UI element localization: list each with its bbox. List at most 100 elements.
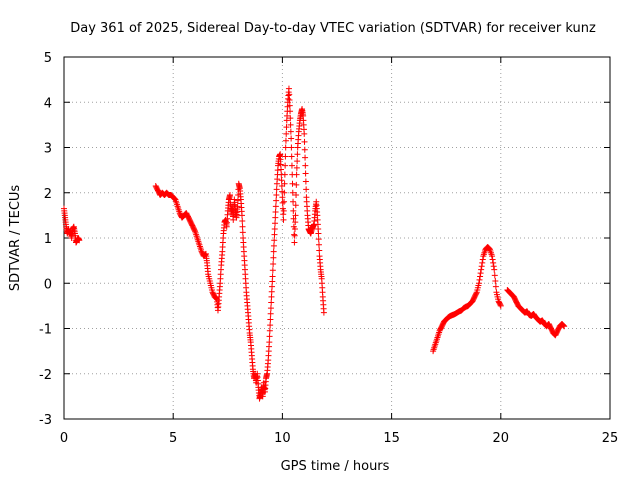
data-point: [320, 309, 327, 316]
data-point: [239, 223, 246, 230]
data-point: [238, 212, 245, 219]
data-point: [293, 171, 300, 178]
y-tick-label: 5: [44, 51, 52, 66]
y-tick-label: -1: [39, 323, 52, 338]
data-point: [269, 267, 276, 274]
data-point: [272, 220, 279, 227]
data-point: [267, 316, 274, 323]
data-point: [292, 219, 299, 226]
data-point: [290, 207, 297, 214]
data-point: [290, 215, 297, 222]
data-point: [272, 214, 279, 221]
data-point: [477, 273, 484, 280]
data-point: [277, 161, 284, 168]
data-point: [272, 203, 279, 210]
data-point: [479, 256, 486, 263]
data-point: [560, 322, 567, 329]
data-point: [291, 232, 298, 239]
data-point: [277, 156, 284, 163]
data-point: [560, 322, 567, 329]
data-point: [315, 241, 322, 248]
y-axis-label: SDTVAR / TECUs: [8, 185, 23, 292]
data-point: [302, 162, 309, 169]
data-point: [280, 216, 287, 223]
data-point: [280, 207, 287, 214]
data-point: [286, 91, 293, 98]
data-point: [475, 280, 482, 287]
data-point: [491, 266, 498, 273]
data-point: [266, 339, 273, 346]
data-point: [285, 85, 292, 92]
data-point: [281, 189, 288, 196]
data-point: [288, 162, 295, 169]
data-point: [286, 102, 293, 109]
data-point: [271, 225, 278, 232]
data-point: [279, 199, 286, 206]
data-points: [61, 85, 568, 402]
data-point: [478, 266, 485, 273]
data-point: [286, 96, 293, 103]
data-point: [270, 261, 277, 268]
data-point: [290, 198, 297, 205]
data-point: [234, 197, 241, 204]
data-point: [301, 130, 308, 137]
x-tick-label: 25: [602, 431, 619, 446]
data-point: [288, 144, 295, 151]
grid-lines: [64, 57, 610, 419]
data-point: [293, 164, 300, 171]
data-point: [287, 121, 294, 128]
data-point: [476, 276, 483, 283]
data-point: [479, 259, 486, 266]
data-point: [272, 208, 279, 215]
y-tick-label: 4: [44, 96, 52, 111]
data-point: [302, 154, 309, 161]
data-point: [280, 211, 287, 218]
data-point: [288, 135, 295, 142]
data-point: [268, 293, 275, 300]
data-point: [294, 158, 301, 165]
chart-title: Day 361 of 2025, Sidereal Day-to-day VTE…: [70, 21, 596, 36]
data-point: [273, 197, 280, 204]
y-tick-label: 2: [44, 187, 52, 202]
data-point: [282, 137, 289, 144]
data-point: [303, 186, 310, 193]
data-point: [239, 229, 246, 236]
y-tick-label: -2: [39, 368, 52, 383]
data-point: [271, 237, 278, 244]
data-point: [301, 138, 308, 145]
data-point: [489, 253, 496, 260]
data-point: [292, 202, 299, 209]
data-point: [302, 178, 309, 185]
data-point: [294, 151, 301, 158]
data-point: [289, 180, 296, 187]
data-point: [302, 170, 309, 177]
data-point: [292, 212, 299, 219]
data-point: [212, 294, 219, 301]
y-tick-label: 0: [44, 277, 52, 292]
data-point: [269, 273, 276, 280]
data-point: [301, 146, 308, 153]
data-point: [473, 290, 480, 297]
data-point: [288, 153, 295, 160]
data-point: [281, 198, 288, 205]
data-point: [234, 203, 241, 210]
data-point: [497, 302, 504, 309]
data-point: [492, 277, 499, 284]
x-tick-label: 20: [493, 431, 510, 446]
data-point: [266, 327, 273, 334]
data-point: [489, 256, 496, 263]
data-point: [282, 162, 289, 169]
data-point: [278, 177, 285, 184]
data-point: [316, 247, 323, 254]
data-point: [477, 270, 484, 277]
y-tick-label: -3: [39, 413, 52, 428]
data-point: [271, 231, 278, 238]
data-point: [497, 301, 504, 308]
data-point: [287, 108, 294, 115]
x-tick-label: 10: [274, 431, 291, 446]
data-point: [270, 248, 277, 255]
data-point: [291, 239, 298, 246]
data-point: [273, 192, 280, 199]
data-point: [270, 242, 277, 249]
